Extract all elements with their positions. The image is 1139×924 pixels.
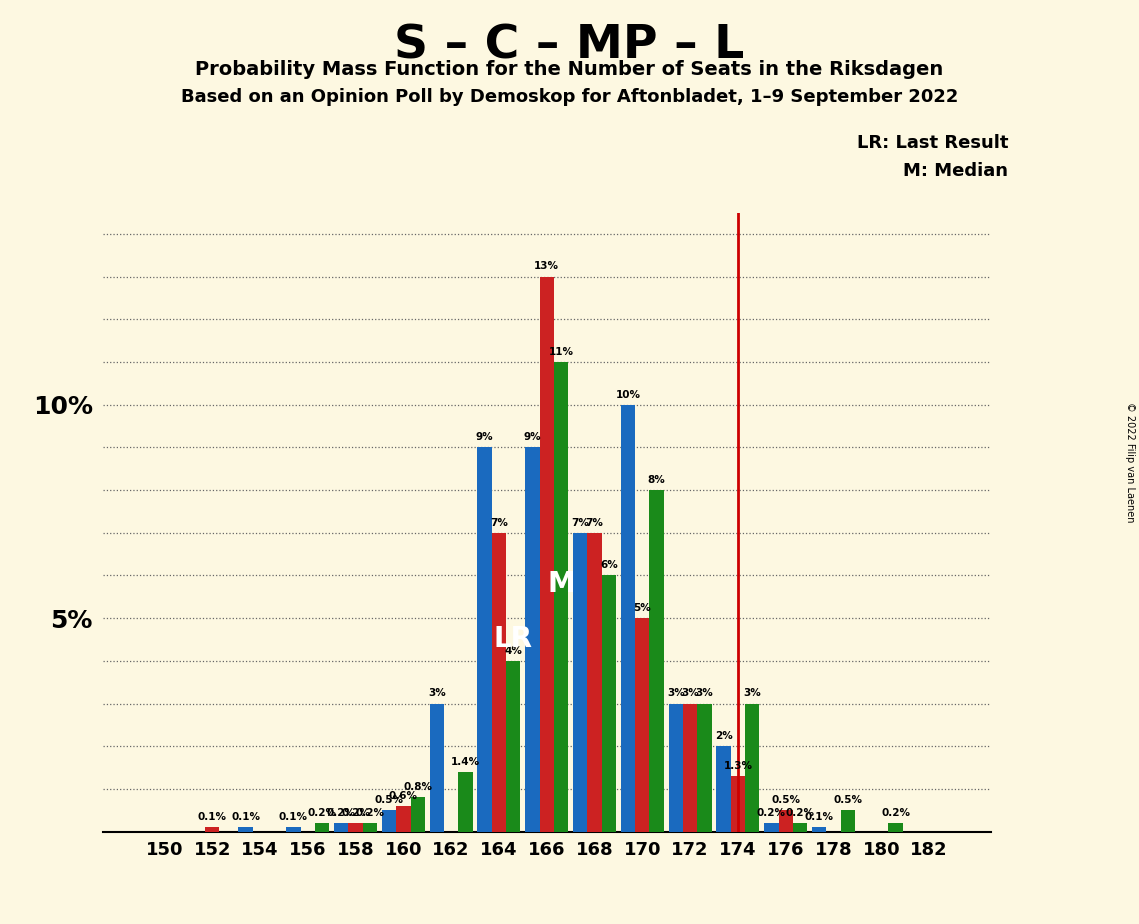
Text: 7%: 7% — [490, 517, 508, 528]
Bar — [841, 810, 855, 832]
Text: © 2022 Filip van Laenen: © 2022 Filip van Laenen — [1125, 402, 1134, 522]
Bar — [238, 827, 253, 832]
Bar — [669, 703, 683, 832]
Text: LR: Last Result: LR: Last Result — [857, 134, 1008, 152]
Text: 2%: 2% — [714, 731, 732, 741]
Bar — [205, 827, 220, 832]
Bar — [506, 661, 521, 832]
Text: 13%: 13% — [534, 261, 559, 272]
Bar — [716, 747, 731, 832]
Text: 1.3%: 1.3% — [723, 761, 753, 771]
Text: 0.1%: 0.1% — [279, 812, 308, 822]
Bar — [793, 823, 808, 832]
Bar — [588, 533, 601, 832]
Bar — [812, 827, 826, 832]
Text: M: M — [547, 570, 575, 598]
Bar — [601, 576, 616, 832]
Text: S – C – MP – L: S – C – MP – L — [394, 23, 745, 68]
Text: 3%: 3% — [428, 688, 445, 699]
Text: 0.1%: 0.1% — [198, 812, 227, 822]
Bar — [458, 772, 473, 832]
Text: 11%: 11% — [549, 346, 574, 357]
Bar — [697, 703, 712, 832]
Text: 0.2%: 0.2% — [882, 808, 910, 818]
Bar — [362, 823, 377, 832]
Bar — [731, 776, 745, 832]
Text: 8%: 8% — [648, 475, 665, 485]
Text: 3%: 3% — [744, 688, 761, 699]
Text: 0.2%: 0.2% — [355, 808, 384, 818]
Bar — [764, 823, 778, 832]
Bar — [410, 797, 425, 832]
Text: 7%: 7% — [572, 517, 589, 528]
Text: Based on an Opinion Poll by Demoskop for Aftonbladet, 1–9 September 2022: Based on an Opinion Poll by Demoskop for… — [181, 88, 958, 105]
Text: M: Median: M: Median — [903, 162, 1008, 179]
Text: LR: LR — [494, 626, 533, 653]
Text: 0.8%: 0.8% — [403, 783, 432, 792]
Bar — [396, 806, 410, 832]
Text: 0.1%: 0.1% — [804, 812, 834, 822]
Bar — [683, 703, 697, 832]
Text: 0.2%: 0.2% — [756, 808, 786, 818]
Bar — [745, 703, 760, 832]
Bar — [429, 703, 444, 832]
Text: 7%: 7% — [585, 517, 604, 528]
Text: 0.5%: 0.5% — [834, 796, 862, 805]
Text: 6%: 6% — [600, 560, 617, 570]
Bar — [316, 823, 329, 832]
Bar — [573, 533, 588, 832]
Text: 0.6%: 0.6% — [388, 791, 418, 801]
Text: 3%: 3% — [696, 688, 713, 699]
Text: 0.2%: 0.2% — [327, 808, 355, 818]
Bar — [554, 362, 568, 832]
Text: 10%: 10% — [615, 390, 640, 399]
Bar — [349, 823, 362, 832]
Bar — [382, 810, 396, 832]
Text: 0.2%: 0.2% — [341, 808, 370, 818]
Bar — [649, 490, 664, 832]
Text: 0.2%: 0.2% — [786, 808, 814, 818]
Bar — [286, 827, 301, 832]
Bar — [540, 276, 554, 832]
Text: 0.1%: 0.1% — [231, 812, 260, 822]
Text: 1.4%: 1.4% — [451, 757, 480, 767]
Text: 0.5%: 0.5% — [771, 796, 801, 805]
Bar — [334, 823, 349, 832]
Bar — [492, 533, 506, 832]
Bar — [636, 618, 649, 832]
Text: 0.2%: 0.2% — [308, 808, 337, 818]
Text: 9%: 9% — [476, 432, 493, 443]
Bar — [888, 823, 903, 832]
Text: 9%: 9% — [524, 432, 541, 443]
Bar — [525, 447, 540, 832]
Text: Probability Mass Function for the Number of Seats in the Riksdagen: Probability Mass Function for the Number… — [196, 60, 943, 79]
Text: 4%: 4% — [505, 646, 522, 656]
Bar — [477, 447, 492, 832]
Bar — [778, 810, 793, 832]
Text: 3%: 3% — [681, 688, 699, 699]
Text: 3%: 3% — [666, 688, 685, 699]
Text: 5%: 5% — [633, 603, 652, 613]
Bar — [621, 405, 636, 832]
Text: 0.5%: 0.5% — [375, 796, 403, 805]
